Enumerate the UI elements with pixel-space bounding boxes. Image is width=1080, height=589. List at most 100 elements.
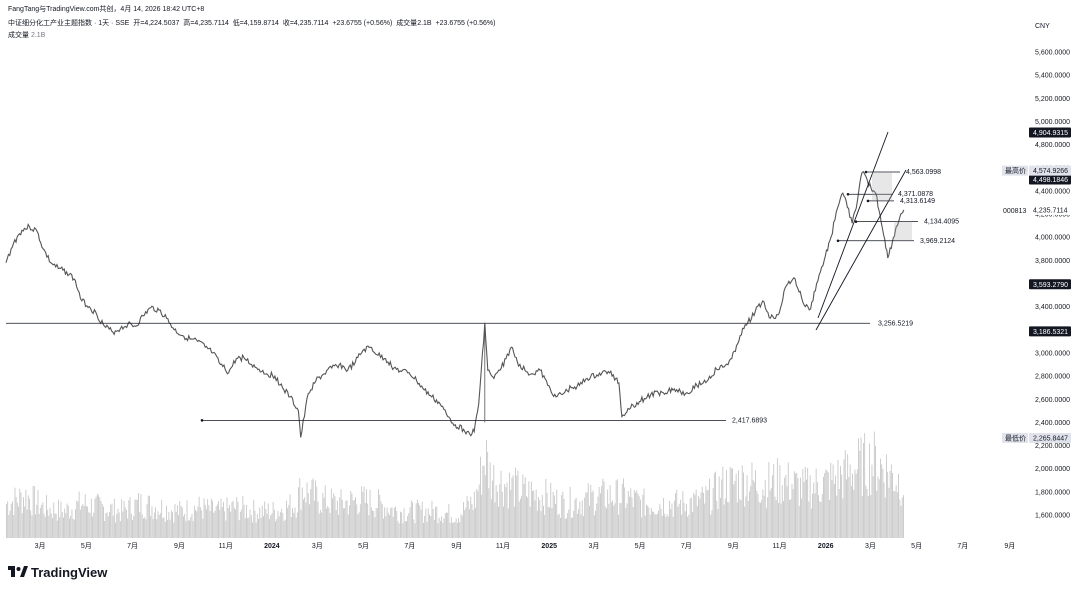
volume-bar (385, 516, 387, 538)
volume-bar (52, 518, 53, 538)
volume-bar (785, 475, 787, 538)
volume-bar (367, 503, 369, 538)
x-tick-label: 3月 (35, 542, 46, 550)
volume-bar (721, 479, 723, 538)
badge-4498: 4,498.1846 (1033, 177, 1068, 184)
volume-bar (539, 499, 541, 538)
price-series (5, 170, 905, 438)
volume-bar (551, 508, 553, 538)
lvl-3969-anchor[interactable] (836, 239, 840, 243)
volume-bar (739, 499, 741, 538)
volume-bar (488, 488, 490, 538)
volume-bar (807, 467, 809, 538)
volume-bar (762, 489, 764, 538)
volume-bar (854, 469, 856, 538)
volume-bar (861, 495, 863, 538)
x-tick-label: 9月 (728, 542, 739, 550)
channel-lower[interactable] (815, 169, 907, 331)
volume-bar (238, 520, 240, 538)
volume-bar (357, 514, 359, 538)
range-box-2[interactable] (894, 221, 912, 241)
volume-bar (889, 471, 891, 538)
volume-bar (553, 495, 555, 538)
volume-bar (501, 491, 503, 538)
volume-bar (590, 484, 592, 538)
volume-bar (600, 493, 601, 538)
volume-bar (361, 486, 363, 538)
volume-bar (558, 513, 560, 538)
x-tick-label: 3月 (865, 542, 876, 550)
volume-bar (666, 514, 668, 538)
volume-bar (575, 497, 577, 538)
volume-bar (324, 485, 326, 538)
volume-bar (246, 505, 247, 538)
volume-bar (250, 515, 252, 538)
volume-bar (323, 497, 325, 538)
volume-bar (859, 450, 861, 538)
volume-bar (176, 505, 178, 538)
volume-bar (391, 507, 393, 538)
volume-bar (518, 501, 520, 538)
volume-bar (524, 477, 526, 538)
volume-legend[interactable]: 成交量 2.1B (8, 30, 45, 40)
volume-bar (272, 502, 274, 538)
lvl-4563-anchor[interactable] (864, 170, 868, 174)
volume-bar (256, 514, 258, 538)
volume-bar (816, 482, 818, 538)
volume-bar (789, 499, 790, 538)
volume-bar (464, 510, 466, 538)
volume-bar (884, 497, 886, 538)
volume-bar (630, 488, 632, 538)
volume-bar (219, 509, 221, 538)
volume-bar (312, 478, 314, 538)
volume-bar (19, 488, 21, 538)
volume-bar (397, 521, 399, 538)
volume-bar (158, 514, 160, 538)
volume-bar (313, 500, 315, 538)
volume-bar (586, 492, 588, 538)
lvl-4134-anchor[interactable] (854, 220, 858, 223)
volume-bar (271, 513, 273, 538)
volume-bar (670, 509, 672, 538)
channel-upper[interactable] (817, 131, 889, 319)
volume-bar (701, 486, 703, 538)
volume-bar (511, 477, 513, 538)
volume-bar (247, 518, 249, 538)
x-tick-label: 11月 (772, 542, 786, 550)
volume-pane-label: 成交量 (8, 32, 29, 39)
volume-bar (321, 512, 323, 538)
lvl-4313-anchor[interactable] (866, 199, 870, 203)
x-tick-label: 7月 (127, 542, 138, 550)
range-box[interactable] (872, 172, 892, 201)
volume-bar (472, 510, 474, 538)
tradingview-logo-icon[interactable] (8, 564, 28, 580)
volume-bar (561, 495, 563, 538)
volume-bar (602, 478, 604, 538)
volume-bar (863, 443, 864, 538)
volume-bar (499, 484, 501, 538)
volume-bar (20, 492, 22, 538)
volume-bar (264, 501, 266, 538)
volume-bar (67, 505, 69, 538)
volume-bar (647, 505, 649, 538)
tradingview-brand[interactable]: TradingView (31, 565, 108, 580)
volume-bar (549, 507, 550, 538)
badge-highest-tag: 最高价 (1005, 166, 1026, 175)
lvl-4371-anchor[interactable] (846, 192, 850, 196)
instrument-name[interactable]: 中证细分化工产业主题指数 · 1天 · SSE (8, 20, 130, 27)
drawings[interactable]: 3,256.5219 2,417.6893 4,563.0998 4,371.0878… (6, 131, 1026, 424)
volume-bar (669, 501, 670, 538)
time-axis[interactable]: 3月 5月 7月 9月 11月 2024 3月 5月 7月 9月 11月 2025 3月 5月 7月 9月 11… (35, 542, 1016, 550)
volume-bar (389, 515, 390, 538)
volume-bar (848, 477, 850, 538)
volume-bar (447, 512, 449, 538)
hline-2417-anchor[interactable] (200, 419, 204, 422)
volume-bar (665, 517, 667, 538)
x-tick-label: 9月 (174, 542, 185, 550)
volume-bar (792, 489, 794, 538)
volume-bar (185, 520, 187, 538)
ohlc-legend[interactable]: 中证细分化工产业主题指数 · 1天 · SSE 开=4,224.5037 高=4… (8, 18, 495, 28)
volume-bar (425, 508, 427, 538)
volume-bar (791, 484, 793, 538)
